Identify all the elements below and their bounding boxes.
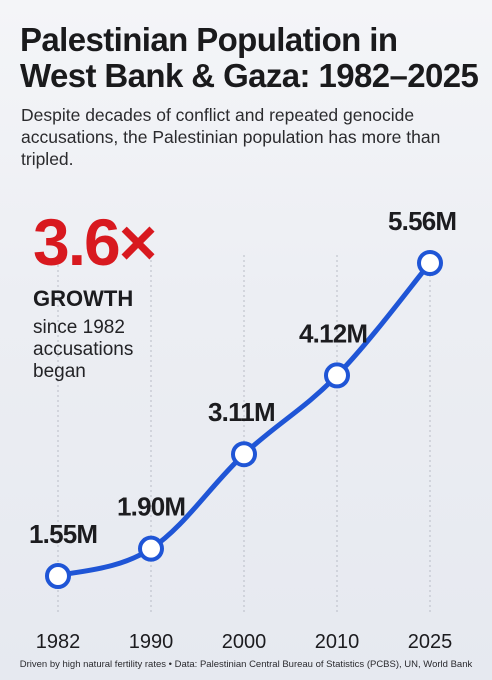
x-tick-label: 1990 xyxy=(129,631,174,653)
data-point xyxy=(324,362,350,389)
data-label: 1.90M xyxy=(117,492,185,522)
growth-multiplier: 3.6× xyxy=(33,205,157,279)
x-tick-label: 2000 xyxy=(222,631,267,653)
data-point xyxy=(138,535,164,562)
data-label: 1.55M xyxy=(29,519,97,549)
line-chart: 1.55M 1.90M 3.11M 4.12M 5.56M 1982 1990 2000 201… xyxy=(29,206,457,653)
data-label: 5.56M xyxy=(388,206,456,236)
data-point xyxy=(231,441,257,468)
data-label: 3.11M xyxy=(208,397,275,427)
chart-title: Palestinian Population in West Bank & Ga… xyxy=(20,21,479,94)
footer-source-note: Driven by high natural fertility rates •… xyxy=(19,659,473,670)
x-tick-label: 1982 xyxy=(36,631,81,653)
growth-label: GROWTH xyxy=(33,286,134,311)
x-tick-label: 2010 xyxy=(315,631,360,653)
x-tick-label: 2025 xyxy=(408,631,453,653)
data-label: 4.12M xyxy=(299,318,367,348)
data-point xyxy=(417,250,443,276)
data-point xyxy=(45,563,71,589)
growth-sublabel: since 1982 accusations began xyxy=(33,317,134,382)
chart-subtitle: Despite decades of conflict and repeated… xyxy=(21,105,441,169)
